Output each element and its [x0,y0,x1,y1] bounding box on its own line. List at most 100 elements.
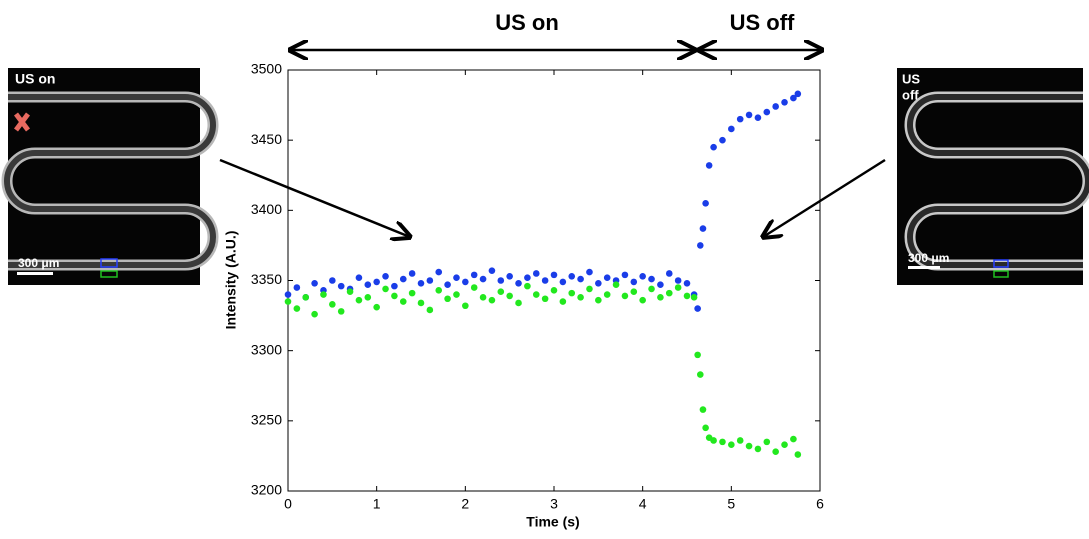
data-point [470,284,478,291]
y-tick-label: 3250 [251,412,282,428]
data-point [337,282,345,290]
data-point [550,271,558,279]
data-point [408,289,416,297]
data-point [426,277,434,284]
data-point [550,287,558,294]
inset-label: off [902,87,919,102]
data-point [532,291,540,298]
data-point [479,294,487,301]
data-point [781,98,788,106]
data-point [648,285,655,293]
data-point [293,284,301,291]
y-tick-label: 3350 [251,271,282,287]
y-tick-label: 3400 [251,201,282,217]
x-tick-label: 2 [461,496,469,512]
data-point [329,277,336,284]
x-tick-label: 6 [816,496,824,512]
data-point [595,280,602,287]
data-point [719,136,726,144]
data-point [710,437,717,444]
data-point [674,284,682,291]
data-point [683,280,691,287]
data-point [426,306,434,314]
data-point [630,278,638,286]
data-point [320,291,327,298]
data-point [568,289,576,297]
data-point [506,292,513,300]
data-point [399,298,407,305]
data-point [728,441,735,448]
data-point [699,406,707,413]
inset-image-left [1,68,219,285]
data-point [453,274,460,281]
data-point [382,285,389,293]
data-point [763,108,771,116]
data-point [284,298,292,305]
data-point [488,296,496,304]
inset-label: US [902,71,920,86]
x-tick-label: 3 [550,496,558,512]
data-point [639,296,646,304]
data-point [710,143,717,151]
data-point [586,268,593,276]
data-point [595,296,602,304]
data-point [694,305,701,312]
data-point [790,94,797,102]
data-point [382,272,389,280]
data-point [417,299,425,307]
data-point [665,289,673,297]
data-point [329,301,336,308]
data-point [399,275,407,283]
data-point [391,282,398,290]
data-point [488,267,496,274]
data-point [364,294,372,301]
data-point [745,442,753,450]
data-point [754,445,762,453]
data-point [694,351,701,359]
y-tick-label: 3450 [251,131,282,147]
data-point [408,270,416,277]
data-point [736,115,744,123]
data-point [524,274,531,281]
data-point [532,270,540,277]
data-point [781,441,788,448]
data-point [586,285,593,293]
data-point [630,288,638,296]
arrow [763,158,886,237]
data-point [790,435,797,443]
data-point [541,295,549,303]
data-point [373,278,380,286]
data-point [621,271,629,279]
data-point [284,291,292,298]
data-point [657,294,664,301]
data-point [702,424,709,432]
data-point [470,271,478,279]
x-axis-label: Time (s) [526,514,579,530]
data-point [568,272,576,280]
data-point [346,288,354,296]
data-point [453,291,460,298]
data-point [444,295,451,303]
data-point [364,281,372,289]
data-point [435,268,443,276]
data-point [355,274,363,281]
data-point [697,242,704,249]
data-point [745,111,753,119]
data-point [702,200,709,207]
data-point [603,291,611,298]
x-tick-label: 0 [284,496,292,512]
data-point [417,280,425,287]
data-point [736,437,744,444]
data-point [559,298,567,305]
data-point [337,308,345,315]
x-tick-label: 4 [639,496,647,512]
data-point [763,438,771,446]
data-point [391,292,398,300]
scale-bar-label: 300 μm [18,256,59,270]
data-point [293,305,301,312]
data-point [697,371,704,378]
data-point [772,448,779,456]
data-point [559,278,567,286]
data-point [705,162,713,169]
